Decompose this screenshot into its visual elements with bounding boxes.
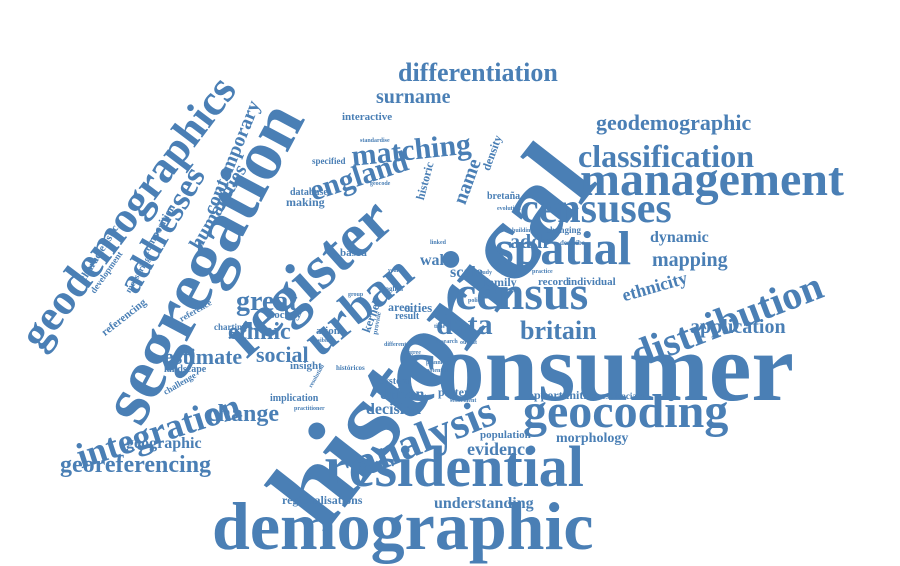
word-interactive: interactive xyxy=(342,111,393,123)
word-time: time xyxy=(434,324,446,330)
word-britain: britain xyxy=(520,316,597,345)
word-application: application xyxy=(690,316,786,338)
word-driven: driven xyxy=(380,386,425,403)
word-opportunities: opportunities xyxy=(528,388,597,402)
word-residenciales: residenciales xyxy=(598,391,647,401)
word-georeferencing: georeferencing xyxy=(60,452,212,478)
word-geocode: geocode xyxy=(370,181,391,187)
word-population: population xyxy=(480,429,531,441)
word-addr: addr xyxy=(510,231,552,253)
word-individual: individual xyxy=(568,276,616,288)
word-geocoding: geocoding xyxy=(523,385,729,438)
word-ethnic: ethnic xyxy=(228,319,291,345)
word-standardise: standardise xyxy=(360,138,390,144)
word-surname: surname xyxy=(376,86,451,108)
word-insight: insight xyxy=(290,360,322,372)
word-estimate: estimate xyxy=(164,344,243,369)
word-pattern: pattern xyxy=(438,385,476,399)
word-year: year xyxy=(388,268,400,274)
word-evidence: evidence xyxy=(467,439,533,459)
word-specified: specified xyxy=(312,156,346,166)
word-great: great xyxy=(236,286,298,317)
word-degree: degree xyxy=(404,350,421,356)
word-practice: practice xyxy=(532,269,553,275)
word-result: result xyxy=(395,311,420,322)
word-area: area xyxy=(388,300,411,314)
word-decision: decision xyxy=(366,401,422,418)
word-census: census xyxy=(455,267,589,320)
word-regionalisations: regionalisations xyxy=(282,493,363,507)
word-classification: classification xyxy=(578,138,754,174)
word-change: change xyxy=(207,401,279,427)
word-linked: linked xyxy=(430,240,447,246)
word-ation: ation xyxy=(316,325,340,337)
word-understanding: understanding xyxy=(434,495,534,512)
word-research: research xyxy=(436,339,458,345)
word-english: english xyxy=(382,285,404,293)
word-social: social xyxy=(256,342,309,367)
word-planning: planning xyxy=(426,360,449,366)
word-residential: residential xyxy=(324,434,584,499)
word-feasible: feasible xyxy=(310,338,330,344)
word-historic: historic xyxy=(413,160,437,202)
word-mapping: mapping xyxy=(652,249,728,271)
word-charting: charting xyxy=(214,322,247,332)
word-geodemographic: geodemographic xyxy=(596,110,752,135)
word-wale: wale xyxy=(420,252,452,269)
word-evolution: evolution xyxy=(497,206,521,212)
word-data: data xyxy=(436,308,493,341)
word-different: different xyxy=(384,342,407,348)
word-making: making xyxy=(286,195,325,209)
word-based: based xyxy=(340,247,367,259)
word-demographic: demographic xyxy=(212,488,594,564)
word-society: society xyxy=(270,309,302,321)
word-study: study xyxy=(478,270,493,276)
word-spatial: spatial xyxy=(495,222,632,275)
word-group: group xyxy=(348,292,364,298)
word-building: building xyxy=(512,228,534,234)
word-family: family xyxy=(484,275,517,289)
word-policy: policy xyxy=(468,298,484,304)
word-consumer: consumer xyxy=(394,314,794,421)
word-changing: changing xyxy=(546,225,582,235)
word-bretana: bretaña xyxy=(487,191,521,202)
word-practitioner: practitioner xyxy=(294,406,325,412)
word-implication: implication xyxy=(270,393,319,404)
word-database: database xyxy=(290,187,328,198)
word-describe: describe xyxy=(560,239,585,247)
word-output: output xyxy=(460,340,478,346)
word-landscape: landscape xyxy=(164,364,207,375)
word-historicos: históricos xyxy=(336,364,365,372)
word-cities: cities xyxy=(404,300,433,315)
word-settlement: settlement xyxy=(450,398,477,404)
word-morphology: morphology xyxy=(556,431,629,446)
word-dynamic: dynamic xyxy=(650,229,709,246)
word-management: management xyxy=(580,153,844,206)
word-record: record xyxy=(538,276,569,288)
word-geographic: geographic xyxy=(126,435,202,452)
word-censuses: censuses xyxy=(520,186,672,232)
word-system: system xyxy=(380,376,409,387)
word-potential: potential xyxy=(426,368,449,374)
word-scale: scale xyxy=(450,264,483,281)
word-differentiation: differentiation xyxy=(398,58,558,87)
